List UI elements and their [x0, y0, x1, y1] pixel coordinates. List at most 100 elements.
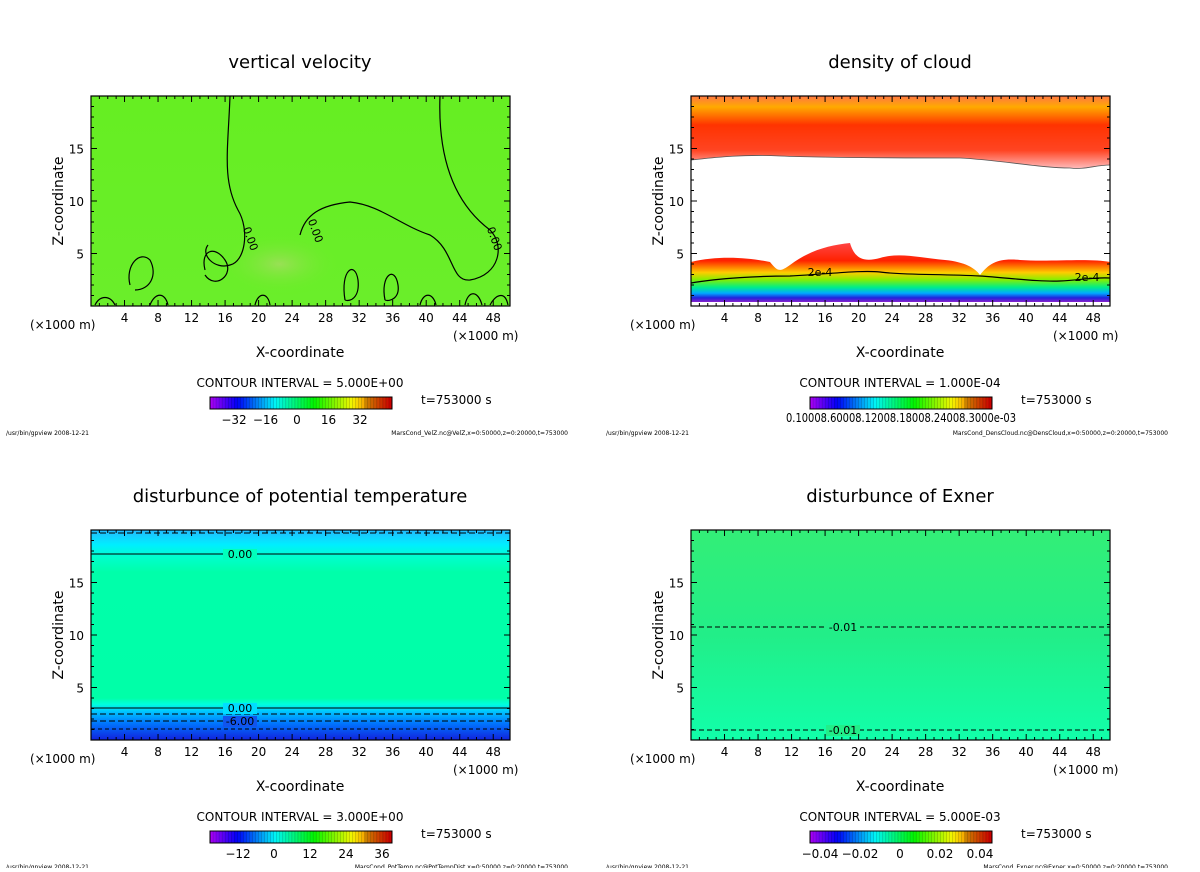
colorbar-swatch — [358, 831, 362, 843]
colorbar-swatch — [225, 831, 229, 843]
colorbar-swatch — [813, 831, 817, 843]
colorbar-swatch — [979, 397, 984, 409]
x-tick-label: 16 — [217, 745, 232, 759]
y-axis-label: Z-coordinate — [651, 590, 667, 679]
y-tick-label: 10 — [69, 195, 84, 209]
colorbar-swatch — [279, 831, 284, 843]
colorbar-swatch — [870, 831, 874, 843]
colorbar-swatch — [234, 831, 238, 843]
footer-program: /usr/bin/gpview 2008-12-21 — [6, 864, 89, 868]
colorbar-swatch — [219, 397, 223, 409]
colorbar-swatch — [925, 831, 929, 843]
colorbar-swatch — [331, 397, 335, 409]
colorbar-swatch — [364, 831, 369, 843]
colorbar-swatch — [816, 831, 820, 843]
colorbar-swatch — [291, 831, 296, 843]
colorbar-swatch — [940, 831, 944, 843]
contour-line — [419, 294, 437, 306]
colorbar-swatch — [216, 831, 220, 843]
x-tick-label: 28 — [918, 311, 933, 325]
colorbar-swatch — [273, 831, 278, 843]
x-tick-label: 40 — [419, 311, 434, 325]
contour-line — [690, 270, 1111, 284]
x-tick-label: 36 — [385, 745, 400, 759]
y-tick-label: 15 — [669, 577, 684, 591]
x-tick-label: 4 — [121, 311, 129, 325]
colorbar-frame — [809, 396, 993, 410]
colorbar-swatch — [964, 831, 969, 843]
colorbar-swatch — [282, 397, 287, 409]
colorbar-swatch — [343, 397, 347, 409]
colorbar-swatch — [949, 397, 953, 409]
colorbar-swatch — [988, 831, 993, 843]
colorbar-swatch — [346, 397, 350, 409]
y-tick-label: 15 — [669, 143, 684, 157]
x-axis-label: X-coordinate — [256, 779, 345, 795]
colorbar-swatch — [301, 397, 305, 409]
colorbar-swatch — [967, 831, 972, 843]
x-tick-label: 36 — [985, 311, 1000, 325]
colorbar-swatch — [213, 831, 217, 843]
contour-line — [383, 273, 399, 302]
colorbar-swatch — [246, 831, 250, 843]
colorbar-swatch — [349, 397, 353, 409]
colorbar-tick-label: 0 — [293, 413, 301, 427]
footer-program: /usr/bin/gpview 2008-12-21 — [606, 864, 689, 868]
x-tick-label: 4 — [121, 745, 129, 759]
chart-title: disturbunce of potential temperature — [133, 486, 468, 507]
x-axis-label: X-coordinate — [856, 779, 945, 795]
x-tick-label: 36 — [385, 311, 400, 325]
colorbar-swatch — [894, 397, 899, 409]
colorbar-swatch — [385, 397, 390, 409]
y-tick-label: 5 — [76, 248, 84, 262]
contour-interval: CONTOUR INTERVAL = 3.000E+00 — [197, 810, 404, 824]
contour-label: 2e-4 — [808, 266, 833, 279]
colorbar-swatch — [846, 397, 850, 409]
colorbar-swatch — [297, 397, 302, 409]
colorbar-swatch — [928, 397, 932, 409]
colorbar-swatch — [213, 397, 217, 409]
colorbar-swatch — [216, 397, 220, 409]
x-tick-label: 32 — [352, 745, 367, 759]
colorbar-swatch — [340, 397, 344, 409]
colorbar-tick-label: −0.02 — [842, 847, 879, 861]
colorbar-swatch — [834, 397, 838, 409]
contour-label: 0.00 — [228, 702, 253, 715]
x-tick-label: 12 — [784, 745, 799, 759]
colorbar-swatch — [276, 831, 281, 843]
colorbar-swatch — [322, 831, 326, 843]
colorbar-tick-label: 16 — [321, 413, 336, 427]
colorbar-swatch — [219, 831, 223, 843]
colorbar-tick-label: 36 — [374, 847, 389, 861]
colorbar-swatch — [340, 831, 344, 843]
colorbar-swatch — [370, 397, 375, 409]
x-tick-label: 8 — [754, 745, 762, 759]
colorbar-swatch — [861, 397, 865, 409]
heatmap-anomaly — [91, 96, 510, 306]
colorbar-swatch — [955, 831, 959, 843]
colorbar-swatch — [825, 397, 829, 409]
colorbar-swatch — [225, 397, 229, 409]
colorbar-tick-label: 24 — [338, 847, 353, 861]
colorbar-swatch — [373, 397, 378, 409]
colorbar-swatch — [916, 397, 920, 409]
colorbar-swatch — [928, 831, 932, 843]
colorbar-swatch — [982, 831, 987, 843]
colorbar-swatch — [285, 397, 290, 409]
colorbar-swatch — [919, 397, 923, 409]
colorbar-swatch — [952, 397, 956, 409]
x-tick-label: 8 — [754, 311, 762, 325]
heatmap-fill — [691, 530, 1110, 740]
colorbar-swatch — [255, 397, 259, 409]
colorbar-swatch — [904, 397, 908, 409]
x-tick-label: 4 — [721, 311, 729, 325]
colorbar-swatch — [879, 831, 884, 843]
colorbar-swatch — [867, 831, 871, 843]
colorbar-swatch — [382, 397, 387, 409]
colorbar-swatch — [316, 397, 320, 409]
colorbar-swatch — [276, 397, 281, 409]
colorbar-swatch — [861, 831, 865, 843]
x-tick-label: 28 — [318, 311, 333, 325]
colorbar-swatch — [840, 397, 844, 409]
